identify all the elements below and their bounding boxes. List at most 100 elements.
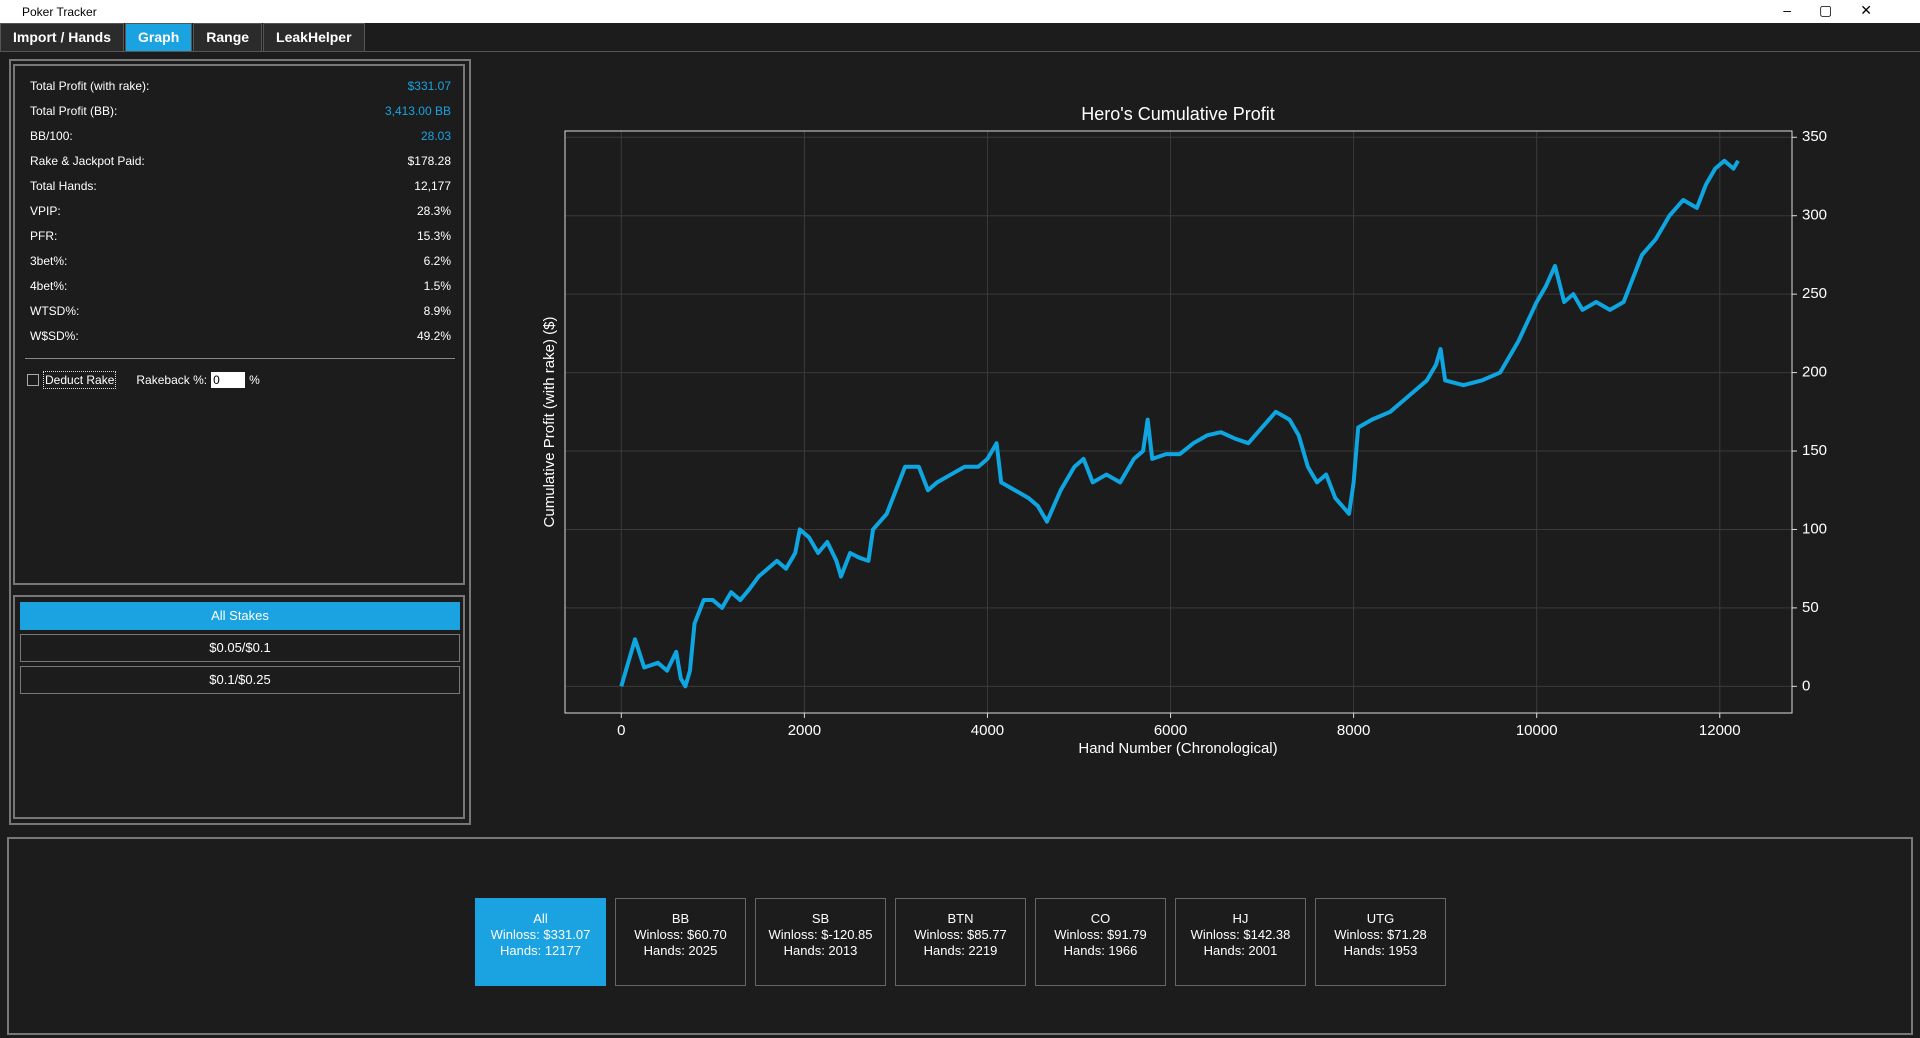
stat-value: $331.07 [407,79,451,93]
profit-line [619,158,1740,689]
tab[interactable]: Graph [125,23,193,52]
stat-label: Total Hands: [30,179,97,193]
y-tick-label: 50 [1802,599,1819,616]
position-card[interactable]: SB Winloss: $-120.85 Hands: 2013 [755,898,886,986]
stat-row: PFR: 15.3% [30,224,451,249]
stat-label: Rake & Jackpot Paid: [30,154,145,168]
position-card[interactable]: BTN Winloss: $85.77 Hands: 2219 [895,898,1026,986]
card-hands: Hands: 2219 [923,943,998,958]
rakeback-input[interactable]: 0 [211,372,246,388]
stats-panel: Deduct Rake Rakeback %: 0 % Total Profit… [13,64,465,585]
stat-value: 8.9% [423,304,451,318]
stat-value: 1.5% [423,279,451,293]
card-hands: Hands: 1966 [1063,943,1138,958]
stat-row: WTSD%: 8.9% [30,299,451,324]
stat-label: PFR: [30,229,58,243]
card-name: CO [1090,911,1111,926]
x-axis-label: Hand Number (Chronological) [1078,740,1277,757]
stat-value: 15.3% [416,229,451,243]
stat-label: Total Profit (with rake): [30,79,150,93]
y-axis-label: Cumulative Profit (with rake) ($) [541,317,558,528]
tab[interactable]: Range [193,23,263,52]
stat-value: 6.2% [423,254,451,268]
card-winloss: Winloss: $60.70 [634,927,727,942]
card-winloss: Winloss: $-120.85 [768,927,873,942]
position-card[interactable]: BB Winloss: $60.70 Hands: 2025 [615,898,746,986]
tab[interactable]: Import / Hands [0,23,125,52]
plot-frame [564,130,1793,714]
card-winloss: Winloss: $91.79 [1054,927,1147,942]
stat-row: Total Profit (with rake): $331.07 [30,74,451,99]
stat-label: BB/100: [30,129,73,143]
stat-row: 4bet%: 1.5% [30,274,451,299]
position-card[interactable]: HJ Winloss: $142.38 Hands: 2001 [1175,898,1306,986]
stake-button[interactable]: $0.05/$0.1 [20,634,460,662]
y-tick-label: 200 [1802,364,1827,381]
window-title: Poker Tracker [22,5,97,19]
y-tick-label: 100 [1802,520,1827,537]
stat-label: 4bet%: [30,279,68,293]
stake-button[interactable]: $0.1/$0.25 [20,666,460,694]
card-name: BB [671,911,690,926]
position-card[interactable]: CO Winloss: $91.79 Hands: 1966 [1035,898,1166,986]
stat-row: 3bet%: 6.2% [30,249,451,274]
y-tick-label: 250 [1802,285,1827,302]
position-card[interactable]: All Winloss: $331.07 Hands: 12177 [475,898,606,986]
position-card[interactable]: UTG Winloss: $71.28 Hands: 1953 [1315,898,1446,986]
left-panel [9,59,471,825]
stat-label: VPIP: [30,204,61,218]
x-tick-label: 2000 [788,722,821,739]
y-tick-label: 300 [1802,207,1827,224]
stat-value: 28.3% [416,204,451,218]
card-name: UTG [1366,911,1395,926]
chart-title: Hero's Cumulative Profit [1081,104,1275,124]
card-hands: Hands: 1953 [1343,943,1418,958]
chart: Hero's Cumulative Profit Hand Number (Ch… [541,104,1827,757]
stat-label: WTSD%: [30,304,80,318]
card-hands: Hands: 2025 [643,943,718,958]
tab-bar: Import / Hands Graph Range LeakHelper [0,23,1920,52]
x-tick-label: 10000 [1516,722,1558,739]
rakeback-label: Rakeback %: [136,373,208,387]
stat-value: 28.03 [420,129,451,143]
checkbox-label[interactable]: Deduct Rake [43,371,117,389]
stat-row: BB/100: 28.03 [30,124,451,149]
y-tick-label: 350 [1802,128,1827,145]
stat-value: 49.2% [416,329,451,343]
card-winloss: Winloss: $85.77 [914,927,1007,942]
stat-value: 3,413.00 BB [384,104,451,118]
card-hands: Hands: 2001 [1203,943,1278,958]
card-name: HJ [1232,911,1249,926]
stat-row: W$SD%: 49.2% [30,324,451,349]
card-winloss: Winloss: $331.07 [490,927,591,942]
stat-row: VPIP: 28.3% [30,199,451,224]
stat-row: Total Hands: 12,177 [30,174,451,199]
title-bar: Poker Tracker –▢✕ [0,0,1920,23]
y-tick-label: 0 [1802,677,1810,694]
x-tick-label: 0 [617,722,625,739]
window-controls[interactable]: –▢✕ [1783,2,1900,18]
card-winloss: Winloss: $71.28 [1334,927,1427,942]
checkbox[interactable] [27,374,39,386]
stat-value: 12,177 [414,179,451,193]
rakeback-unit: % [249,373,260,387]
x-tick-label: 8000 [1337,722,1370,739]
card-name: All [533,911,548,926]
stat-value: $178.28 [407,154,451,168]
y-tick-label: 150 [1802,442,1827,459]
stat-label: 3bet%: [30,254,68,268]
x-tick-label: 6000 [1154,722,1187,739]
card-hands: Hands: 2013 [783,943,858,958]
separator [25,358,455,359]
stake-button[interactable]: All Stakes [20,602,460,630]
tab[interactable]: LeakHelper [263,23,365,52]
stat-label: Total Profit (BB): [30,104,118,118]
stat-row: Rake & Jackpot Paid: $178.28 [30,149,451,174]
x-tick-label: 12000 [1699,722,1741,739]
positions-panel [7,837,1913,1035]
card-name: BTN [947,911,974,926]
card-name: SB [811,911,830,926]
card-hands: Hands: 12177 [500,943,581,958]
stat-label: W$SD%: [30,329,79,343]
